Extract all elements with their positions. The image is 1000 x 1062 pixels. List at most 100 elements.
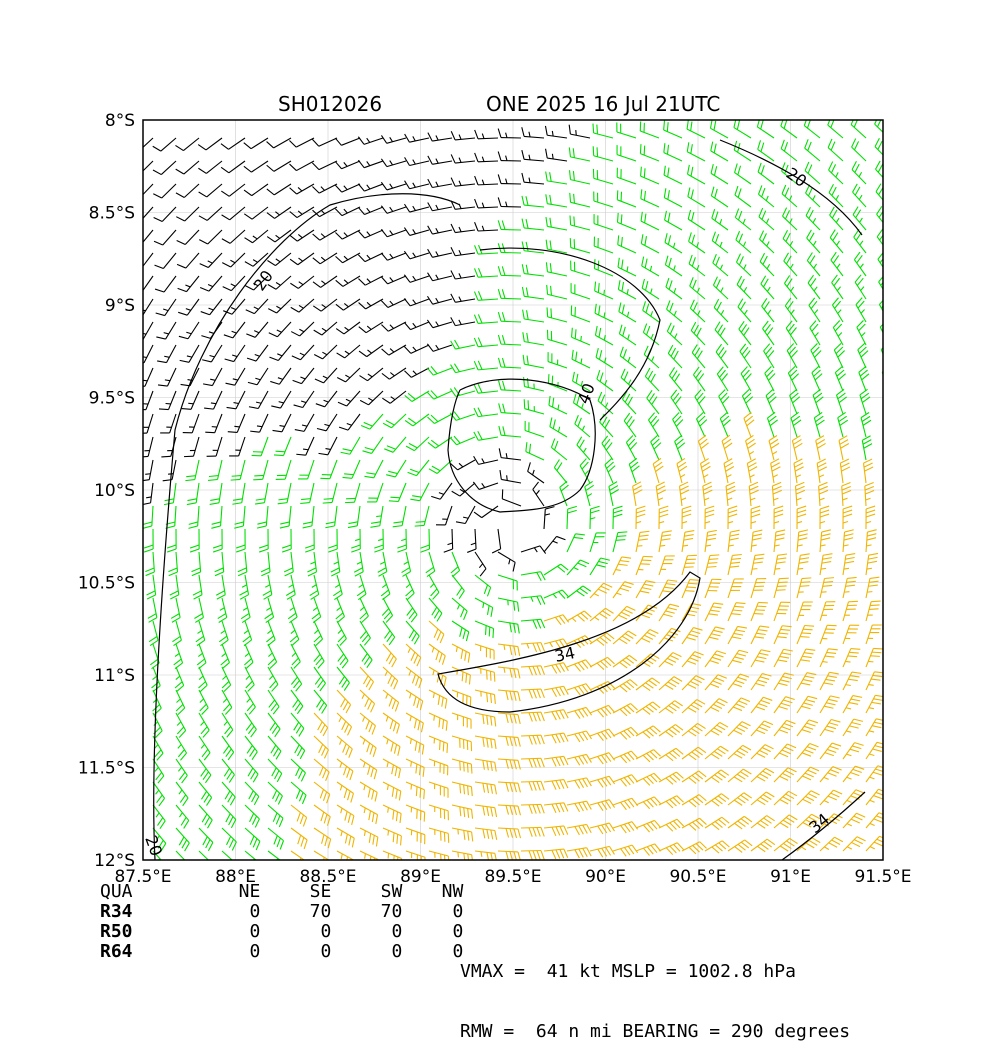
wind-barb <box>843 719 863 736</box>
wind-barb <box>728 530 740 552</box>
wind-barb <box>167 529 176 552</box>
wind-barb <box>713 277 728 299</box>
wind-barb <box>475 268 498 277</box>
wind-barb <box>664 143 682 161</box>
wind-barb <box>498 667 520 678</box>
wind-barb <box>609 482 619 506</box>
wind-barb <box>771 459 781 483</box>
wind-barb <box>475 713 496 726</box>
wind-barb <box>244 184 268 196</box>
wind-barbs <box>130 116 911 875</box>
wind-barb <box>521 666 544 675</box>
wind-barb <box>406 828 425 844</box>
wind-barb <box>742 389 752 414</box>
wind-barb <box>131 184 153 198</box>
wind-barb <box>452 828 473 841</box>
wind-barb <box>190 529 199 552</box>
wind-barb <box>280 506 291 528</box>
wind-barb <box>364 460 383 478</box>
wind-barb <box>139 437 153 457</box>
wind-barb <box>728 722 750 736</box>
wind-barb <box>544 849 568 859</box>
wind-barb <box>404 345 429 353</box>
wind-barb <box>475 644 494 660</box>
wind-barb <box>861 412 871 437</box>
wind-barb <box>751 792 774 805</box>
wind-barb <box>492 529 501 553</box>
wind-barb <box>682 842 707 854</box>
wind-barb <box>751 816 775 829</box>
wind-barb <box>590 506 600 529</box>
wind-barb <box>176 828 189 851</box>
wind-barb <box>820 625 837 644</box>
wind-barb <box>698 435 708 460</box>
wind-barb <box>734 141 751 161</box>
wind-barb <box>666 278 682 299</box>
wind-barb <box>887 459 897 483</box>
wind-barb <box>474 338 498 347</box>
wind-barb <box>405 414 429 426</box>
wind-barb <box>728 506 737 529</box>
wind-barb <box>174 644 183 669</box>
wind-barb <box>312 161 337 170</box>
wind-barb <box>807 252 820 276</box>
wind-barb <box>521 851 544 860</box>
wind-barb <box>613 727 638 739</box>
wind-barb <box>474 456 498 464</box>
wind-barb <box>130 161 153 175</box>
wind-barb <box>313 230 337 240</box>
table-cell-sw: 0 <box>372 942 402 962</box>
wind-barb <box>393 506 406 527</box>
wind-barb <box>293 368 314 384</box>
wind-barb <box>594 192 613 207</box>
wind-barb <box>147 575 156 599</box>
wind-barb <box>613 822 638 833</box>
wind-barb <box>431 483 452 499</box>
wind-barb <box>613 631 636 644</box>
wind-barb <box>766 389 776 414</box>
wind-barb <box>728 793 752 806</box>
wind-barb <box>360 759 377 779</box>
wind-barb <box>360 598 369 623</box>
wind-barb <box>620 347 636 368</box>
wind-barb <box>404 228 429 236</box>
wind-barb <box>569 125 590 138</box>
wind-barb <box>335 184 360 192</box>
wind-barb <box>222 782 235 805</box>
wind-barb <box>498 782 520 792</box>
wind-barb <box>550 417 567 437</box>
wind-barb <box>406 437 429 451</box>
wind-barb <box>428 179 452 187</box>
wind-barb <box>521 689 544 698</box>
wind-barb <box>248 368 268 385</box>
wind-barb <box>268 851 284 872</box>
wind-barb <box>523 310 544 322</box>
wind-barb <box>687 120 705 138</box>
wind-barb <box>337 667 349 691</box>
wind-barb <box>474 384 498 393</box>
wind-barb <box>526 442 544 460</box>
wind-barb <box>383 828 401 845</box>
wind-barb <box>659 819 684 831</box>
wind-barb <box>498 736 520 747</box>
wind-barb <box>381 276 406 284</box>
table-cell-nw: 0 <box>433 902 463 922</box>
wind-barb <box>245 253 268 266</box>
wind-barb <box>221 184 245 196</box>
wind-barb <box>205 414 222 433</box>
wind-barb <box>751 745 773 759</box>
wind-barb <box>705 651 726 667</box>
wind-barb <box>295 414 314 431</box>
wind-barb <box>475 690 495 704</box>
wind-barb <box>130 138 153 152</box>
wind-barb <box>221 138 245 149</box>
wind-barb <box>199 828 213 851</box>
wind-barb <box>636 797 661 809</box>
wind-barb <box>210 483 222 504</box>
wind-barb <box>783 230 797 253</box>
wind-barb <box>593 169 613 184</box>
wind-barb <box>796 482 805 506</box>
wind-barb <box>175 138 199 151</box>
wind-barb <box>429 621 444 643</box>
